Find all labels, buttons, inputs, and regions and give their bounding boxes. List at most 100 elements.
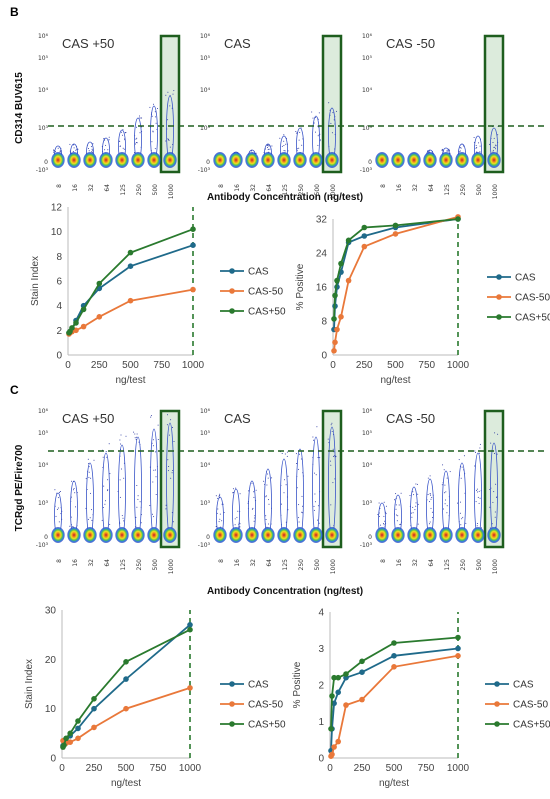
event-dot — [489, 507, 490, 508]
event-dot — [168, 470, 169, 471]
event-dot — [268, 499, 269, 500]
data-point — [123, 676, 129, 682]
event-dot — [284, 492, 285, 493]
population-density — [487, 152, 500, 168]
data-point — [331, 348, 337, 354]
data-point — [331, 316, 337, 322]
event-dot — [219, 494, 220, 495]
conc-tick: 16 — [396, 559, 403, 567]
population-density — [487, 527, 500, 543]
population-density — [99, 152, 112, 168]
chart-c_stain: 01020300 250 500 750 1000ng/testStain Index C… — [24, 606, 286, 790]
event-dot — [447, 505, 448, 506]
event-dot — [494, 432, 495, 433]
population-density — [439, 527, 452, 543]
event-dot — [494, 138, 495, 139]
population-density — [423, 152, 436, 168]
x-tick-label: 250 — [356, 360, 373, 371]
data-point — [187, 685, 193, 691]
panel-b-y-label: CD314 BUV615 — [14, 72, 25, 144]
event-dot — [383, 523, 384, 524]
panel-b-flow-plots: CAS +5010⁶10⁵10⁴10³0-10³8 16 32 64 125 250 500… — [36, 33, 546, 199]
y-tick-label: 16 — [316, 283, 328, 294]
event-dot — [266, 519, 267, 520]
data-point — [359, 669, 365, 675]
flow-title: CAS -50 — [386, 36, 435, 51]
legend-label: CAS-50 — [515, 293, 550, 304]
event-dot — [235, 488, 236, 489]
x-tick-label: 0 — [330, 360, 336, 371]
population-contour — [458, 463, 465, 537]
conc-tick: 1000 — [168, 184, 175, 199]
panel-c-y-label: TCRgd PE/Fire700 — [14, 444, 25, 531]
data-point — [455, 646, 461, 652]
event-dot — [314, 510, 315, 511]
population-density — [147, 527, 160, 543]
event-dot — [459, 151, 460, 152]
data-point — [97, 281, 103, 287]
series-line-CAS — [331, 649, 458, 751]
event-dot — [140, 501, 141, 502]
event-dot — [332, 112, 333, 113]
event-dot — [126, 436, 127, 437]
event-dot — [153, 470, 154, 471]
data-point — [61, 742, 67, 748]
event-dot — [217, 509, 218, 510]
event-dot — [495, 517, 496, 518]
legend-marker — [494, 701, 500, 707]
event-dot — [155, 148, 156, 149]
event-dot — [384, 502, 385, 503]
event-dot — [86, 478, 87, 479]
event-dot — [74, 488, 75, 489]
conc-tick: 64 — [428, 184, 435, 192]
legend-label: CAS — [248, 267, 269, 278]
data-point — [343, 671, 349, 677]
event-dot — [302, 506, 303, 507]
legend-marker — [494, 721, 500, 727]
population-density — [115, 152, 128, 168]
event-dot — [430, 475, 431, 476]
gate-box — [485, 36, 503, 172]
conc-tick: 16 — [234, 184, 241, 192]
y-tick-label: 12 — [51, 203, 63, 214]
event-dot — [460, 502, 461, 503]
event-dot — [413, 512, 414, 513]
event-dot — [237, 511, 238, 512]
legend-label: CAS+50 — [515, 313, 550, 324]
event-dot — [477, 492, 478, 493]
y-tick-label: 2 — [318, 681, 324, 692]
conc-tick: 32 — [250, 559, 257, 567]
event-dot — [399, 505, 400, 506]
event-dot — [428, 494, 429, 495]
event-dot — [271, 477, 272, 478]
event-dot — [397, 520, 398, 521]
event-dot — [442, 464, 443, 465]
event-dot — [149, 107, 150, 108]
event-dot — [479, 503, 480, 504]
legend-marker — [496, 294, 502, 300]
event-dot — [107, 149, 108, 150]
y-tick-label: 30 — [45, 606, 57, 617]
y-tick-label: 10 — [51, 227, 63, 238]
event-dot — [152, 116, 153, 117]
gate-box — [323, 36, 341, 172]
y-tick-label: 4 — [318, 608, 324, 619]
series-line-CAS — [69, 245, 193, 333]
event-dot — [396, 515, 397, 516]
data-point — [391, 640, 397, 646]
data-point — [187, 627, 193, 633]
conc-tick: 500 — [476, 184, 483, 196]
event-dot — [318, 505, 319, 506]
event-dot — [139, 116, 140, 117]
flow-plot-2: CAS10⁶10⁵10⁴10³0-10³8 16 32 64 125 250 500 1000 — [198, 33, 341, 199]
legend-marker — [229, 268, 235, 274]
event-dot — [172, 427, 173, 428]
event-dot — [330, 465, 331, 466]
legend-label: CAS — [513, 680, 534, 691]
event-dot — [239, 526, 240, 527]
data-point — [128, 263, 134, 269]
x-tick-label: 1000 — [179, 763, 202, 774]
population-contour — [296, 449, 303, 537]
event-dot — [136, 485, 137, 486]
event-dot — [301, 459, 302, 460]
